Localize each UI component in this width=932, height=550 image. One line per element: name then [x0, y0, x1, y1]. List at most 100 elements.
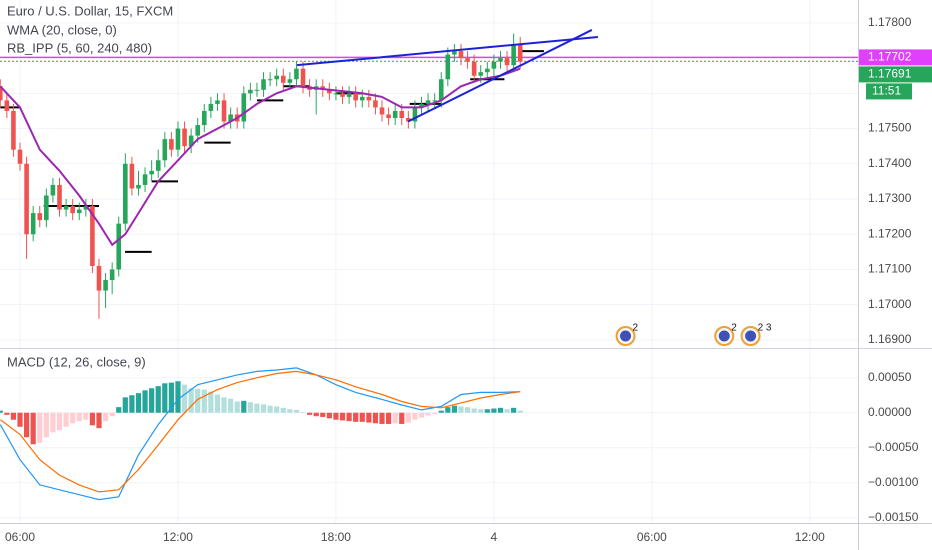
histogram-bar: [333, 412, 339, 420]
histogram-bar: [23, 412, 30, 438]
histogram-bar: [274, 406, 280, 413]
candle-body: [241, 93, 247, 122]
candle-body: [425, 100, 431, 104]
candle-body: [379, 107, 385, 115]
histogram-bar: [353, 412, 359, 422]
candle-body: [267, 79, 273, 81]
axes: 06:0012:0018:00406:0012:001.178001.17700…: [5, 15, 932, 544]
histogram-bar: [320, 412, 326, 417]
histogram-bar: [260, 404, 267, 413]
candle-body: [24, 163, 29, 235]
histogram-bar: [208, 391, 214, 413]
histogram-bar: [366, 412, 372, 423]
histogram-bar: [438, 410, 444, 413]
candle-body: [228, 114, 233, 122]
candle-body: [17, 149, 23, 164]
histogram-bar: [122, 397, 128, 413]
event-label: 2: [633, 323, 639, 334]
candle-body: [30, 213, 36, 235]
histogram-bar: [346, 412, 352, 422]
candle-body: [96, 265, 102, 291]
candle-body: [76, 209, 82, 214]
histogram-bar: [254, 403, 260, 413]
candle-body: [406, 117, 411, 122]
candle-body: [353, 93, 358, 101]
histogram-bar: [399, 412, 405, 424]
candle-body: [294, 68, 299, 80]
histogram-bar: [155, 386, 161, 413]
histogram-bar: [83, 412, 89, 420]
candle-body: [248, 89, 253, 94]
candle-body: [103, 280, 108, 291]
histogram-bar: [385, 412, 392, 424]
histogram-bar: [300, 412, 306, 413]
candle-body: [485, 68, 490, 73]
wma-line: [0, 67, 521, 247]
candle-body: [254, 89, 260, 91]
candle-body: [333, 93, 339, 95]
candle-body: [320, 86, 326, 90]
price-tag-label: 1.17702: [868, 50, 912, 64]
histogram-bar: [287, 409, 293, 413]
histogram-bar: [175, 381, 181, 413]
event-label: 2 3: [758, 323, 772, 334]
macd-title: MACD (12, 26, close, 9): [7, 354, 146, 369]
histogram-bar: [464, 407, 471, 413]
candle-body: [432, 100, 437, 102]
histogram-bar: [484, 409, 490, 413]
histogram-bar: [56, 412, 63, 431]
histogram-bar: [116, 407, 122, 413]
candle-body: [452, 51, 457, 55]
candle-body: [274, 75, 279, 80]
candle-body: [182, 128, 187, 147]
candle-body: [142, 174, 148, 185]
histogram-bar: [135, 393, 142, 413]
histogram-bar: [4, 412, 10, 415]
histogram-bar: [478, 409, 484, 413]
histogram-bar: [30, 412, 36, 445]
plot: 2 2 2 3: [0, 29, 858, 501]
histogram-bar: [451, 405, 458, 413]
histogram-bar: [37, 412, 43, 443]
histogram-bar: [339, 412, 346, 421]
candle-body: [373, 100, 378, 108]
histogram-bar: [181, 384, 188, 413]
histogram-bar: [162, 383, 168, 413]
histogram-bar: [247, 402, 253, 413]
candle-body: [386, 114, 391, 118]
histogram-bar: [43, 412, 49, 438]
y-tick-label: 1.17200: [868, 226, 912, 240]
price-tag-label: 1.17691: [868, 67, 912, 81]
histogram-bar: [201, 389, 207, 413]
candle-body: [0, 86, 3, 101]
histogram-bar: [511, 407, 517, 413]
candle-body: [188, 135, 194, 147]
histogram-bar: [313, 412, 319, 417]
symbol-title: Euro / U.S. Dollar, 15, FXCM: [7, 3, 173, 18]
candle-body: [327, 89, 332, 94]
candle-body: [392, 110, 398, 118]
histogram-bar: [504, 409, 510, 413]
candle-body: [149, 170, 154, 175]
price-tag: [859, 49, 932, 66]
candle-body: [123, 163, 128, 224]
candle-body: [57, 184, 62, 210]
histogram-bar: [228, 398, 234, 413]
candle-body: [221, 100, 227, 122]
candle-body: [498, 58, 503, 62]
histogram-bar: [102, 412, 109, 422]
candle-body: [162, 139, 168, 161]
histogram-bar: [458, 406, 464, 413]
x-tick-label: 12:00: [163, 530, 193, 544]
event-flag: [620, 330, 632, 342]
candle-body: [70, 206, 75, 214]
histogram-bar: [168, 382, 174, 413]
x-tick-label: 4: [491, 530, 498, 544]
candle-body: [478, 72, 484, 76]
candle-body: [83, 206, 89, 210]
candle-body: [37, 213, 43, 221]
candle-body: [280, 75, 286, 83]
price-tag: [859, 66, 932, 83]
y-tick-label: 1.17100: [868, 262, 912, 276]
candle-body: [169, 139, 174, 150]
